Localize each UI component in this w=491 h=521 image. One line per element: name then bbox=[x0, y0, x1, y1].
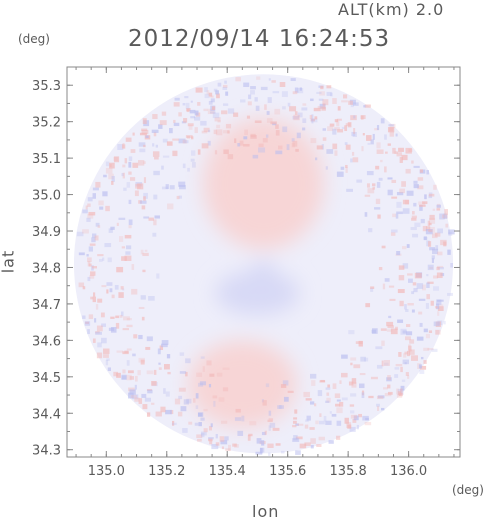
y-axis-unit: (deg) bbox=[18, 32, 50, 46]
y-tick-label: 34.6 bbox=[32, 334, 61, 349]
y-tick-label: 34.8 bbox=[32, 261, 61, 276]
positive-region-north bbox=[203, 118, 324, 250]
x-tick-label: 135.0 bbox=[88, 464, 125, 479]
x-tick-label: 135.6 bbox=[269, 464, 306, 479]
negative-core-center bbox=[251, 260, 276, 283]
altitude-label: ALT(km) 2.0 bbox=[338, 0, 445, 19]
x-tick-label: 135.4 bbox=[209, 464, 246, 479]
y-tick-label: 34.9 bbox=[32, 225, 61, 240]
x-tick-label: 135.8 bbox=[330, 464, 367, 479]
y-tick-label: 34.5 bbox=[32, 371, 61, 386]
y-tick-label: 35.0 bbox=[32, 189, 61, 204]
y-tick-label: 35.3 bbox=[32, 79, 61, 94]
y-tick-label: 34.4 bbox=[32, 407, 61, 422]
noise-ring bbox=[76, 76, 455, 456]
x-tick-label: 136.0 bbox=[390, 464, 427, 479]
x-tick-label: 135.2 bbox=[148, 464, 185, 479]
y-tick-label: 35.1 bbox=[32, 152, 61, 167]
positive-region-south bbox=[187, 340, 297, 428]
y-tick-label: 34.7 bbox=[32, 298, 61, 313]
y-tick-label: 34.3 bbox=[32, 444, 61, 459]
negative-region-center bbox=[215, 271, 300, 315]
datetime-title: 2012/09/14 16:24:53 bbox=[128, 26, 391, 52]
x-axis-unit: (deg) bbox=[452, 483, 484, 497]
x-axis-label: lon bbox=[252, 502, 280, 521]
plot-frame bbox=[66, 66, 461, 458]
y-tick-label: 35.2 bbox=[32, 116, 61, 131]
